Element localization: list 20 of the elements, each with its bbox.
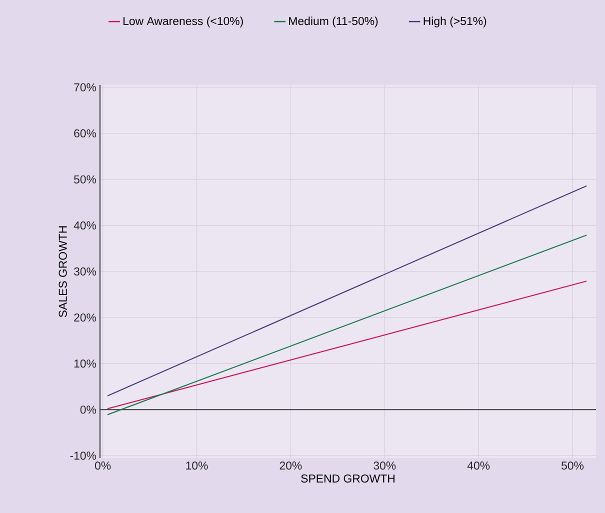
y-tick-label: 70% [74, 83, 96, 92]
y-axis-title: SALES GROWTH [58, 226, 67, 318]
x-tick-label: 50% [562, 462, 584, 470]
x-tick-label: 40% [467, 462, 490, 470]
x-axis-title: SPEND GROWTH [301, 474, 394, 483]
y-tick-label: 60% [74, 129, 96, 138]
x-tick-label: 0% [95, 462, 111, 470]
legend-label: Medium (11-50%) [289, 16, 378, 28]
y-tick-label: 0% [80, 406, 96, 414]
legend-label: High (>51%) [424, 16, 486, 28]
legend-label: Low Awareness (<10%) [123, 16, 243, 28]
y-tick-label: 40% [74, 221, 96, 230]
y-tick-label: 50% [74, 175, 96, 184]
y-tick-label: -10% [70, 452, 96, 460]
x-tick-label: 30% [374, 462, 396, 470]
y-tick-label: 30% [74, 267, 96, 276]
y-tick-label: 20% [74, 313, 96, 322]
x-tick-label: 10% [186, 462, 208, 470]
y-tick-label: 10% [74, 360, 96, 368]
x-tick-label: 20% [280, 462, 302, 470]
